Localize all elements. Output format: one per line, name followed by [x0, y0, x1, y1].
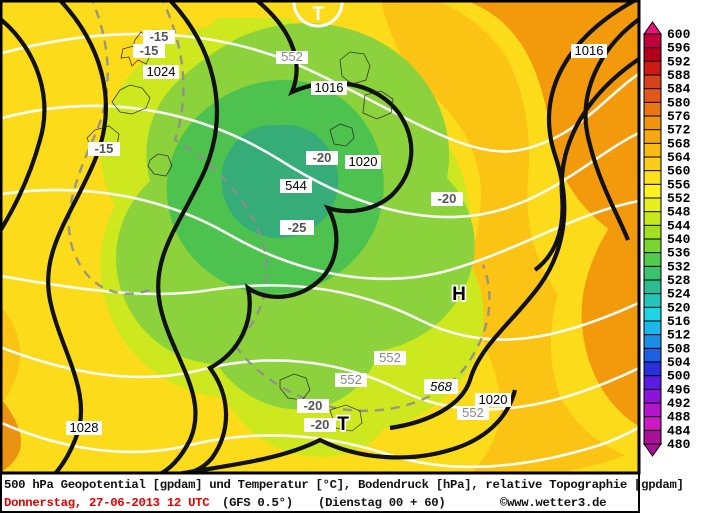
svg-text:(Dienstag 00 + 60): (Dienstag 00 + 60) — [318, 496, 445, 510]
svg-text:480: 480 — [667, 437, 691, 452]
svg-text:500 hPa Geopotential [gpdam] u: 500 hPa Geopotential [gpdam] und Tempera… — [4, 478, 684, 492]
svg-text:1024: 1024 — [147, 64, 176, 79]
svg-text:1016: 1016 — [315, 80, 344, 95]
svg-text:552: 552 — [281, 49, 303, 64]
svg-text:-15: -15 — [140, 43, 159, 58]
svg-text:(GFS 0.5°): (GFS 0.5°) — [222, 496, 293, 510]
svg-text:T: T — [312, 4, 324, 25]
svg-text:-20: -20 — [313, 150, 332, 165]
svg-text:1020: 1020 — [349, 154, 378, 169]
svg-text:-20: -20 — [311, 417, 330, 432]
svg-text:1028: 1028 — [70, 420, 99, 435]
svg-text:552: 552 — [379, 350, 401, 365]
svg-text:1016: 1016 — [575, 43, 604, 58]
svg-text:552: 552 — [462, 405, 484, 420]
svg-text:552: 552 — [340, 372, 362, 387]
svg-text:Donnerstag, 27-06-2013 12 UTC: Donnerstag, 27-06-2013 12 UTC — [4, 496, 210, 510]
svg-text:©www.wetter3.de: ©www.wetter3.de — [500, 496, 606, 510]
svg-text:-25: -25 — [288, 220, 307, 235]
svg-text:544: 544 — [285, 178, 307, 193]
svg-text:-15: -15 — [95, 141, 114, 156]
svg-text:568: 568 — [430, 379, 452, 394]
svg-text:-20: -20 — [304, 398, 323, 413]
svg-text:-15: -15 — [150, 29, 169, 44]
svg-text:H: H — [452, 284, 466, 305]
svg-text:-20: -20 — [438, 191, 457, 206]
svg-text:T: T — [337, 414, 349, 435]
